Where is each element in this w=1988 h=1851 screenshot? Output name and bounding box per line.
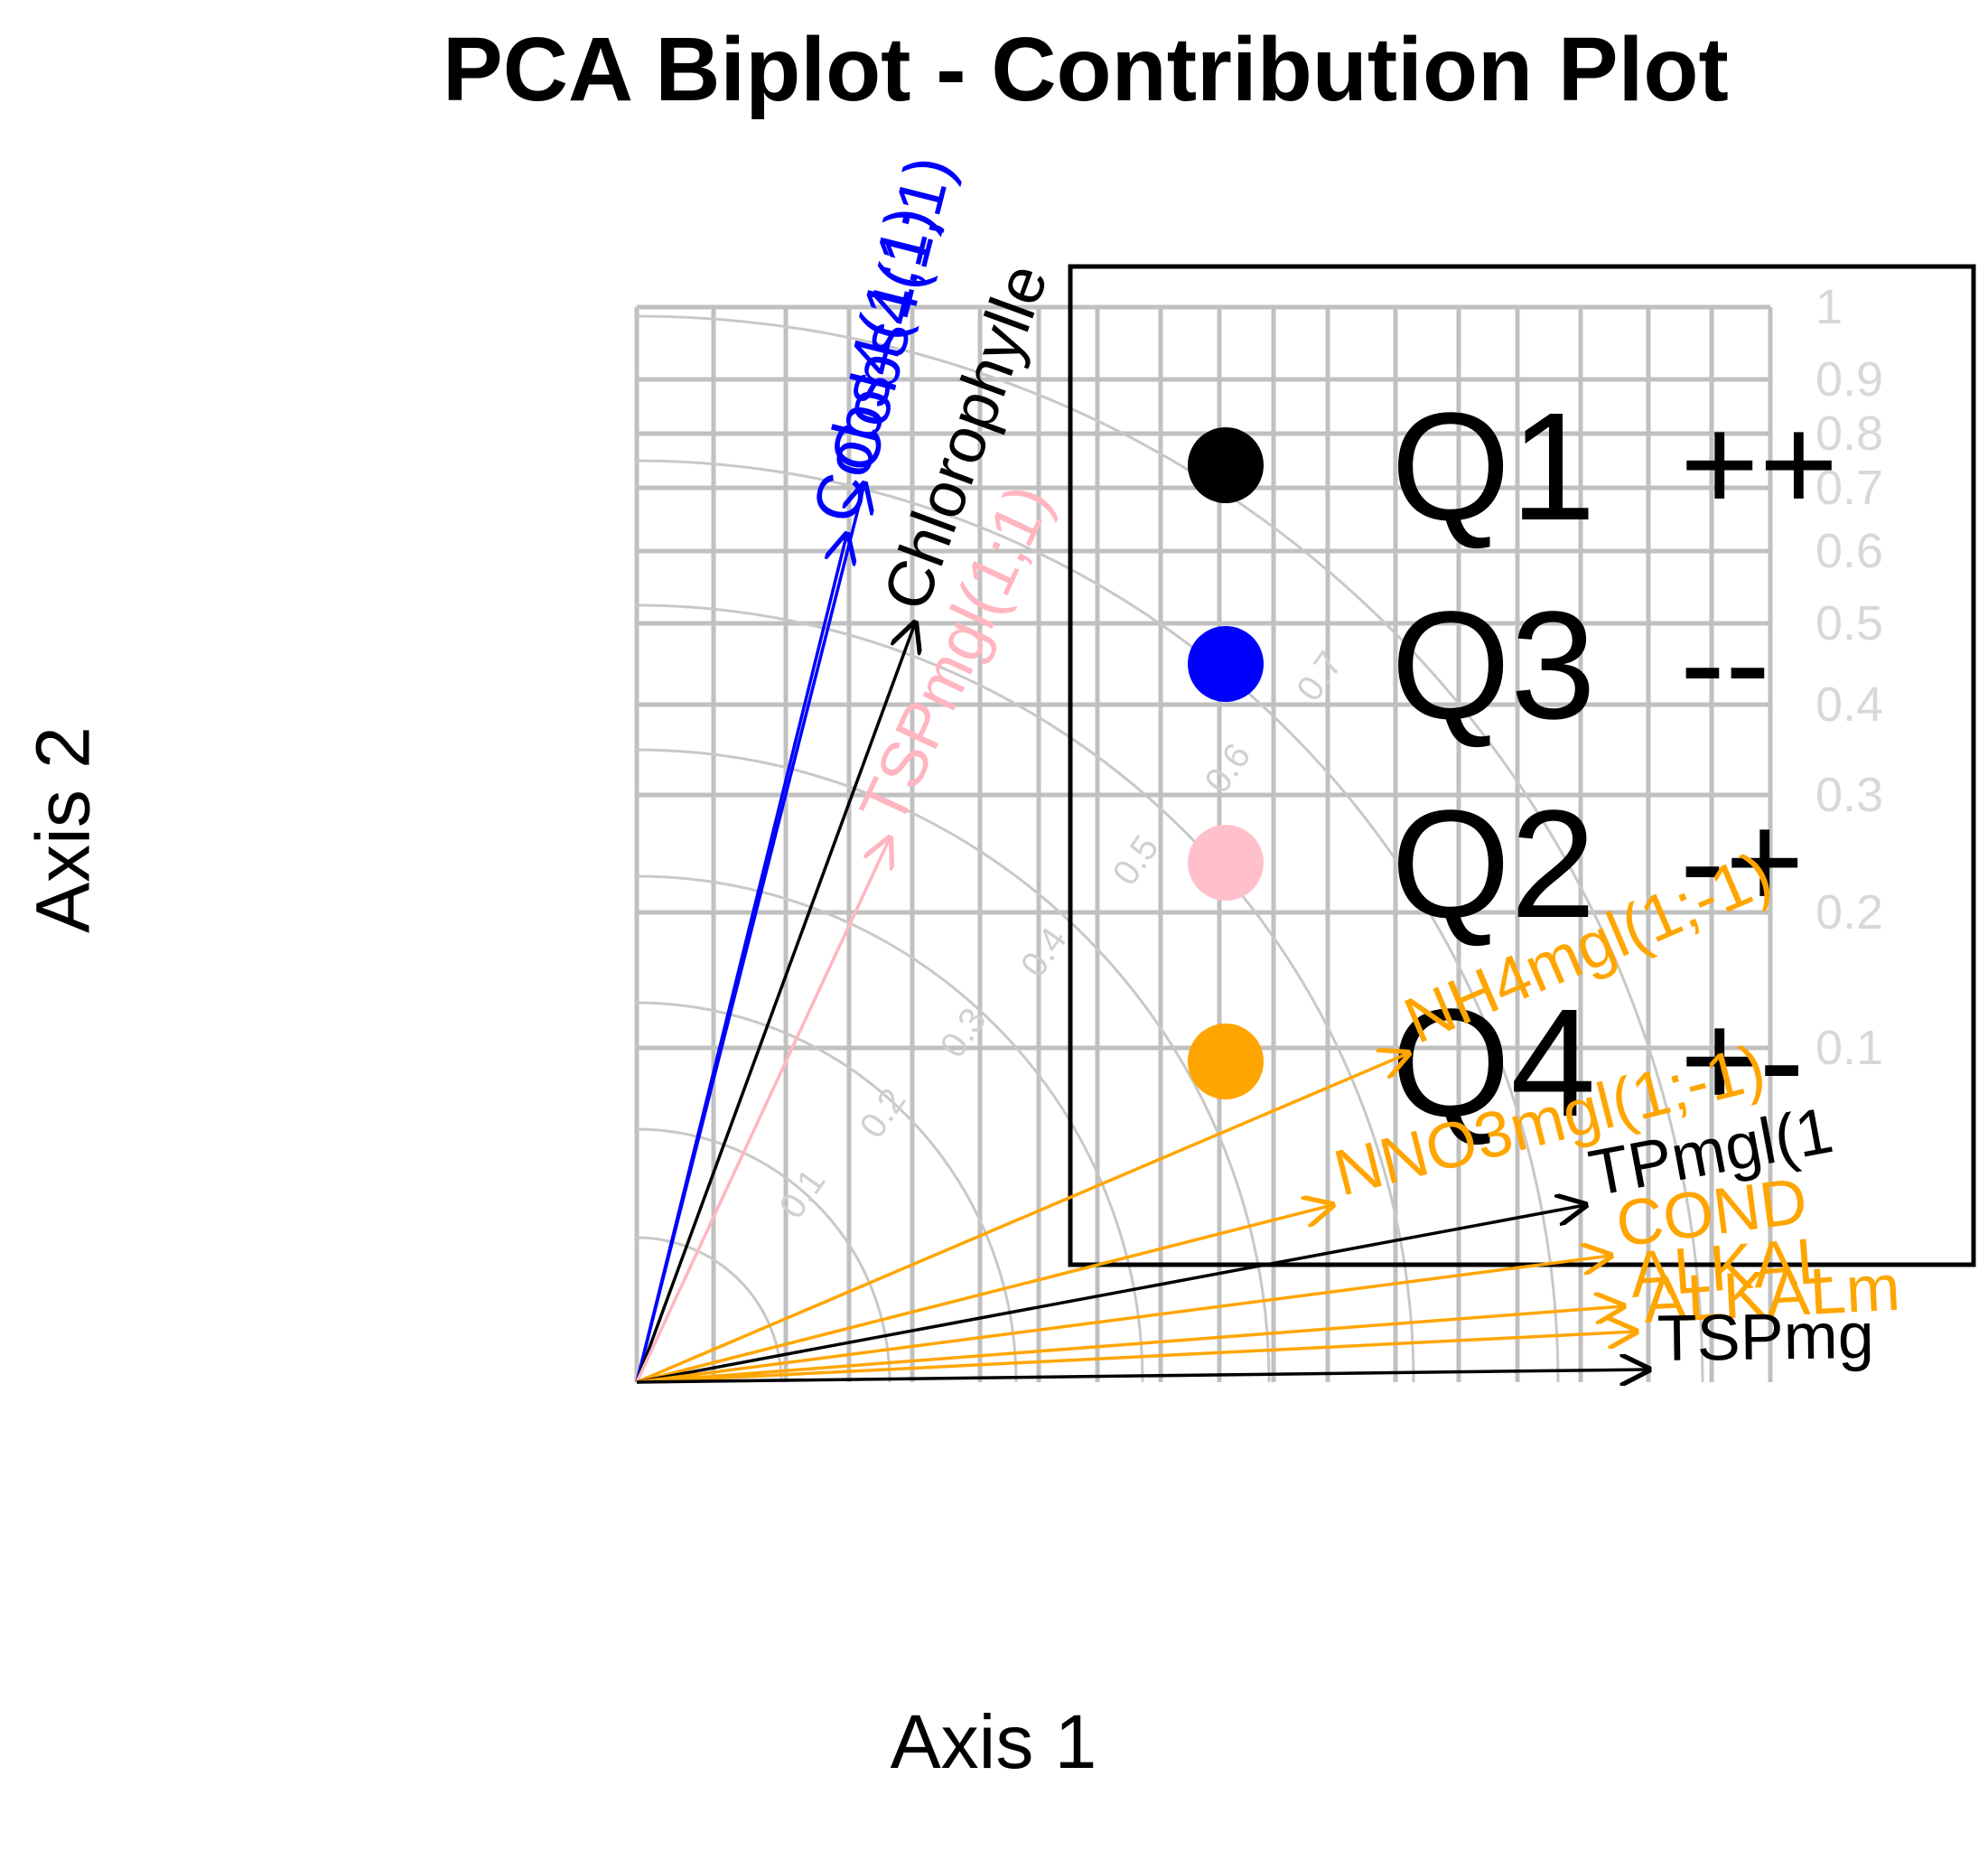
radial-grid-arc <box>636 314 1704 1383</box>
variable-arrow <box>636 1205 1585 1384</box>
legend-box <box>1068 264 1976 1267</box>
y-grid-label: 0.1 <box>1815 1021 1883 1075</box>
legend-sign: -- <box>1680 586 1770 738</box>
variable-arrow <box>635 623 915 1383</box>
radial-grid-label: 0.1 <box>772 1162 834 1226</box>
legend-label: Q4 <box>1391 977 1596 1149</box>
y-grid-label: 0.8 <box>1815 407 1883 461</box>
legend: Q1 ++ Q3 -- Q2 -+ Q4 +- <box>1068 264 1976 1267</box>
radial-grid-arc <box>636 1001 1018 1383</box>
radial-grid-label: 0.5 <box>1106 828 1167 893</box>
variable-arrow <box>636 1205 1332 1384</box>
y-grid-label: 0.2 <box>1815 885 1883 940</box>
legend-sign: -+ <box>1680 785 1805 937</box>
radial-grid-label: 0.6 <box>1197 736 1258 800</box>
variable-arrow <box>636 1370 1648 1382</box>
y-grid-label: 0.4 <box>1815 678 1883 732</box>
legend-label: Q1 <box>1391 381 1596 553</box>
radial-grid-arc <box>636 1127 891 1383</box>
y-grid-label: 1 <box>1815 280 1843 334</box>
x-axis-label: Axis 1 <box>890 1699 1097 1784</box>
y-grid-label: 0.3 <box>1815 768 1883 822</box>
y-axis-label: Axis 2 <box>20 726 106 933</box>
variable-arrow <box>635 484 864 1383</box>
variable-arrow <box>635 838 890 1383</box>
variable-label: TSPmg <box>1657 1300 1874 1375</box>
radial-grid-label: 0.3 <box>933 1001 994 1065</box>
radial-grid-label: 0.2 <box>853 1081 914 1145</box>
variable-label: ALKALm <box>1642 1252 1902 1337</box>
legend-label: Q3 <box>1391 580 1596 752</box>
legend-marker <box>1188 427 1264 503</box>
y-grid-label: 0.6 <box>1815 524 1883 578</box>
variable-arrow <box>636 1256 1610 1384</box>
variable-label: ALKAL <box>1628 1224 1835 1312</box>
legend-sign: ++ <box>1680 388 1838 539</box>
variable-arrow <box>636 1053 1408 1384</box>
radial-grid-arc <box>636 748 1271 1383</box>
variable-arrow <box>636 1306 1623 1384</box>
legend-marker <box>1188 825 1264 901</box>
radial-grid-arc <box>636 1236 783 1383</box>
chart-title: PCA Biplot - Contribution Plot <box>443 19 1729 120</box>
y-grid-label: 0.7 <box>1815 461 1883 515</box>
y-grid-label: 0.5 <box>1815 596 1883 650</box>
radial-grid-label: 0.4 <box>1013 921 1075 985</box>
radial-grid-label: 0.7 <box>1289 644 1350 708</box>
legend-sign: +- <box>1680 984 1805 1136</box>
legend-marker <box>1188 626 1264 702</box>
legend-label: Q2 <box>1391 779 1596 950</box>
y-grid-label: 0.9 <box>1815 352 1883 407</box>
variable-arrow <box>636 1332 1636 1384</box>
legend-marker <box>1188 1024 1264 1099</box>
